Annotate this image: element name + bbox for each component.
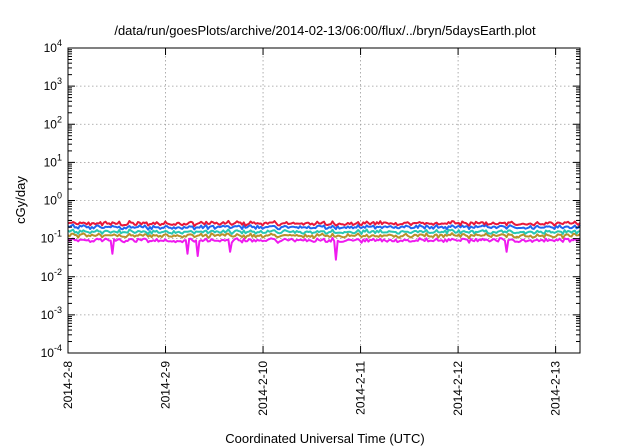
x-tick-label: 2014-2-11 [354,361,368,415]
series-line-4 [67,232,581,240]
series-lines [67,219,581,261]
x-axis-label: Coordinated Universal Time (UTC) [225,431,424,446]
y-tick-label: 10-4 [41,343,62,360]
chart-title: /data/run/goesPlots/archive/2014-02-13/0… [114,23,536,38]
x-tick-label: 2014-2-12 [451,361,465,416]
y-tick-label: 101 [44,152,62,169]
y-tick-label: 10-2 [41,267,62,284]
y-tick-label: 104 [44,38,62,55]
y-tick-label: 10-3 [41,305,62,322]
x-axis: 2014-2-8 2014-2-9 2014-2-10 2014-2-11 2014-2… [61,48,563,416]
series-line-1 [67,219,581,227]
x-tick-label: 2014-2-9 [159,361,173,409]
x-tick-label: 2014-2-10 [256,361,270,416]
y-axis: 10-4 10-3 10-2 10-1 100 101 102 103 104 [41,38,580,360]
grid [67,48,580,353]
y-tick-label: 10-1 [41,229,62,246]
y-tick-label: 102 [44,114,62,131]
series-line-2 [67,223,581,231]
y-tick-label: 100 [44,191,62,208]
series-line-3 [67,228,581,236]
x-tick-label: 2014-2-8 [61,361,75,409]
series-line-5 [67,237,581,261]
x-tick-label: 2014-2-13 [549,361,563,416]
y-tick-label: 103 [44,76,62,93]
y-axis-label: cGy/day [13,176,28,224]
